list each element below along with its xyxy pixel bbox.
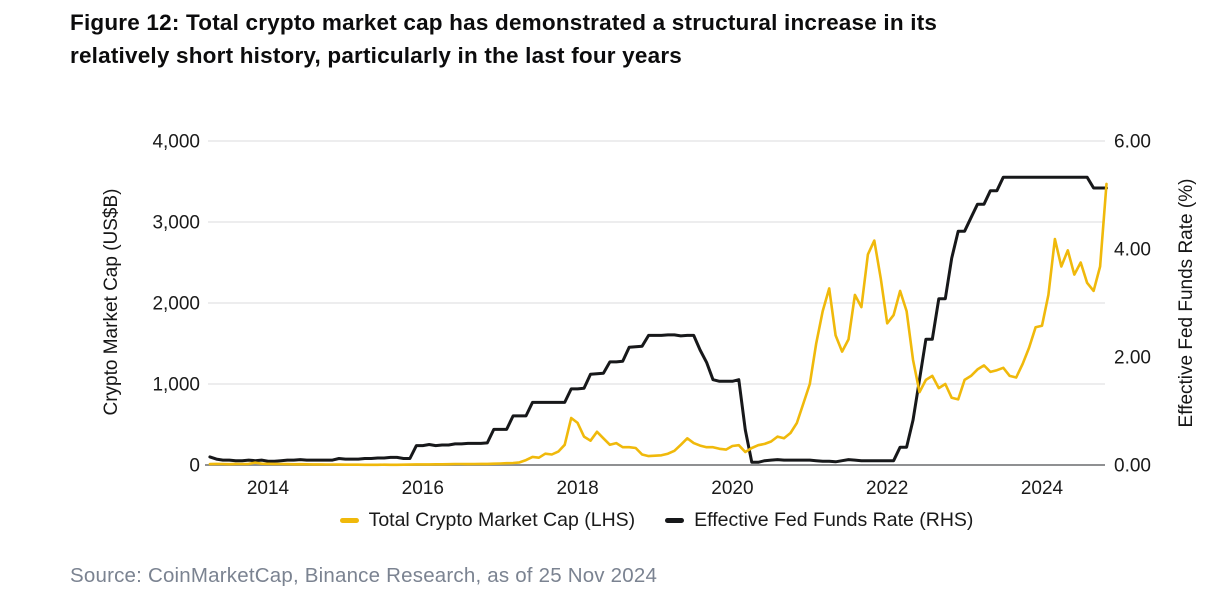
series-line-fed-funds-rate <box>208 175 1108 464</box>
x-axis-tick-label: 2020 <box>711 478 753 499</box>
right-axis-tick-label: 4.00 <box>1114 240 1151 261</box>
legend-item-crypto-market-cap: Total Crypto Market Cap (LHS) <box>339 509 636 532</box>
legend-swatch-fed-funds-icon <box>665 518 685 523</box>
left-axis-tick-label: 2,000 <box>152 294 200 315</box>
x-axis-tick-label: 2014 <box>247 478 290 499</box>
left-axis-tick-label: 0 <box>189 456 200 477</box>
x-axis-tick-label: 2018 <box>556 478 598 499</box>
right-axis-tick-label: 2.00 <box>1114 348 1151 369</box>
right-axis-tick-label: 0.00 <box>1114 456 1151 477</box>
x-axis-tick-label: 2016 <box>402 478 444 499</box>
figure-title-line2: relatively short history, particularly i… <box>70 43 682 68</box>
right-axis-tick-label: 6.00 <box>1114 132 1151 153</box>
figure-title-line1: Figure 12: Total crypto market cap has d… <box>70 10 938 35</box>
legend-swatch-crypto-icon <box>339 518 359 523</box>
legend-label-crypto-market-cap: Total Crypto Market Cap (LHS) <box>368 509 636 531</box>
legend-item-fed-funds-rate: Effective Fed Funds Rate (RHS) <box>665 509 973 532</box>
figure-title: Figure 12: Total crypto market cap has d… <box>70 6 937 72</box>
source-note: Source: CoinMarketCap, Binance Research,… <box>70 564 658 587</box>
left-axis-tick-label: 1,000 <box>152 375 200 396</box>
x-axis-tick-label: 2022 <box>866 478 908 499</box>
chart-legend: Total Crypto Market Cap (LHS) Effective … <box>208 509 1105 532</box>
left-axis-tick-label: 4,000 <box>152 132 200 153</box>
series-line-crypto-market-cap <box>208 182 1108 467</box>
left-axis-tick-label: 3,000 <box>152 213 200 234</box>
x-axis-tick-label: 2024 <box>1021 478 1064 499</box>
legend-label-fed-funds-rate: Effective Fed Funds Rate (RHS) <box>694 509 974 531</box>
